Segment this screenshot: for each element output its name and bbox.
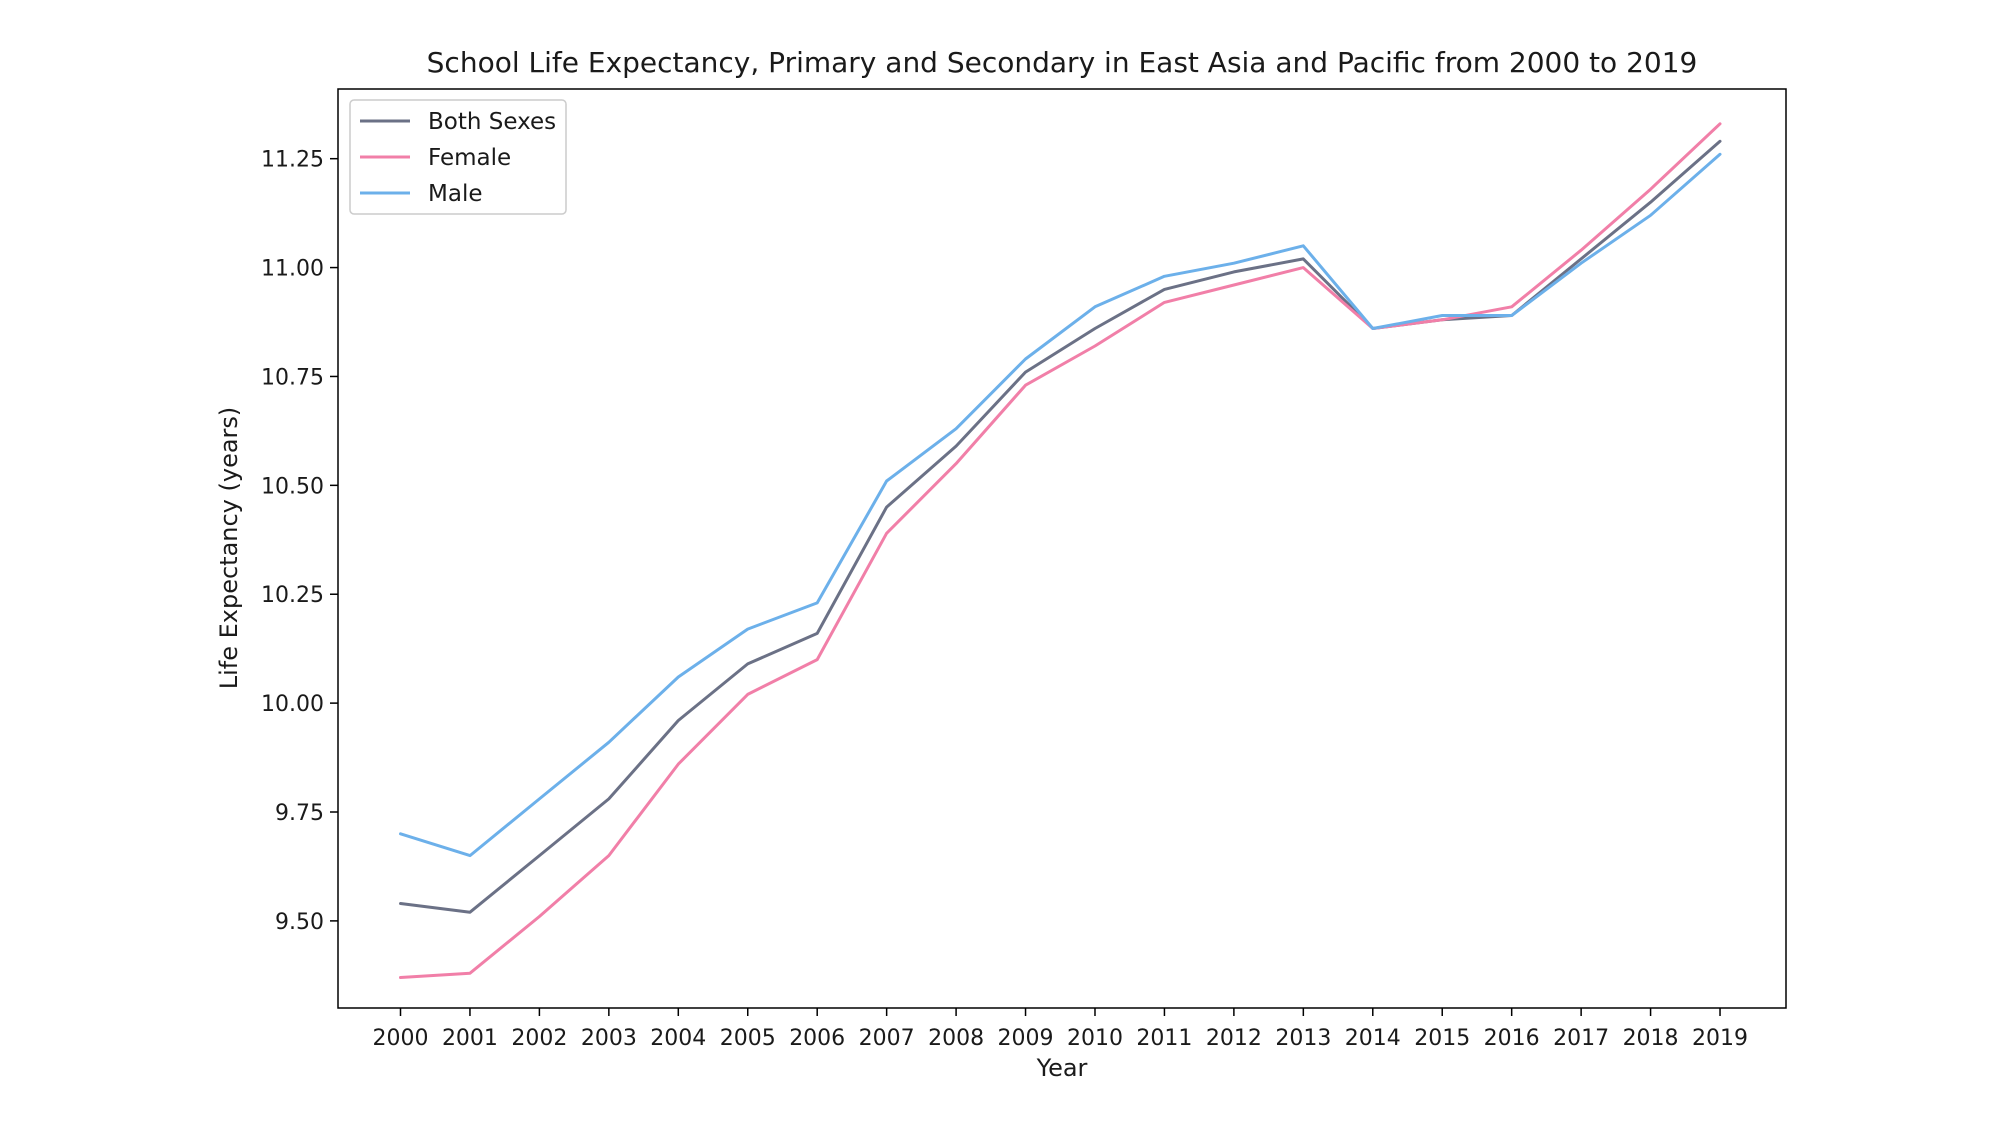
x-tick-label: 2002 xyxy=(511,1026,567,1051)
chart-title: School Life Expectancy, Primary and Seco… xyxy=(427,46,1698,79)
y-tick-label: 9.75 xyxy=(275,801,324,826)
series-lines xyxy=(399,122,1722,979)
y-tick-label: 11.00 xyxy=(261,257,324,282)
plot-area xyxy=(337,88,1787,1009)
x-tick-label: 2019 xyxy=(1692,1026,1748,1051)
x-tick-label: 2003 xyxy=(581,1026,637,1051)
x-tick-label: 2008 xyxy=(928,1026,984,1051)
legend: Both Sexes Female Male xyxy=(349,99,567,215)
x-tick-label: 2000 xyxy=(373,1026,429,1051)
x-tick-label: 2012 xyxy=(1206,1026,1262,1051)
y-tick-label: 9.50 xyxy=(275,910,324,935)
y-tick-label: 10.50 xyxy=(261,474,324,499)
x-tick-label: 2001 xyxy=(442,1026,498,1051)
legend-label: Male xyxy=(428,181,482,207)
x-tick-label: 2013 xyxy=(1275,1026,1331,1051)
x-tick-label: 2017 xyxy=(1553,1026,1609,1051)
series-line-female xyxy=(399,122,1722,979)
series-line-male xyxy=(399,152,1722,858)
y-axis: 9.50 9.75 10.00 10.25 10.50 10.75 11.00 11.25 xyxy=(261,148,338,935)
x-tick-label: 2009 xyxy=(998,1026,1054,1051)
x-axis-label: Year xyxy=(1036,1054,1088,1082)
legend-label: Female xyxy=(428,145,511,171)
x-tick-label: 2011 xyxy=(1136,1026,1192,1051)
x-tick-label: 2006 xyxy=(789,1026,845,1051)
x-tick-label: 2010 xyxy=(1067,1026,1123,1051)
x-tick-label: 2018 xyxy=(1623,1026,1679,1051)
x-tick-label: 2015 xyxy=(1414,1026,1470,1051)
x-tick-label: 2004 xyxy=(650,1026,706,1051)
x-axis: 2000 2001 2002 2003 2004 2005 2006 2007 2008 2009… xyxy=(373,1008,1748,1051)
y-axis-label: Life Expectancy (years) xyxy=(215,407,243,690)
legend-label: Both Sexes xyxy=(428,109,556,135)
y-tick-label: 10.75 xyxy=(261,365,324,390)
legend-box xyxy=(349,99,567,215)
y-tick-label: 10.00 xyxy=(261,692,324,717)
x-tick-label: 2005 xyxy=(720,1026,776,1051)
y-tick-label: 10.25 xyxy=(261,583,324,608)
x-tick-label: 2014 xyxy=(1345,1026,1401,1051)
x-tick-label: 2016 xyxy=(1484,1026,1540,1051)
x-tick-label: 2007 xyxy=(859,1026,915,1051)
y-tick-label: 11.25 xyxy=(261,148,324,173)
